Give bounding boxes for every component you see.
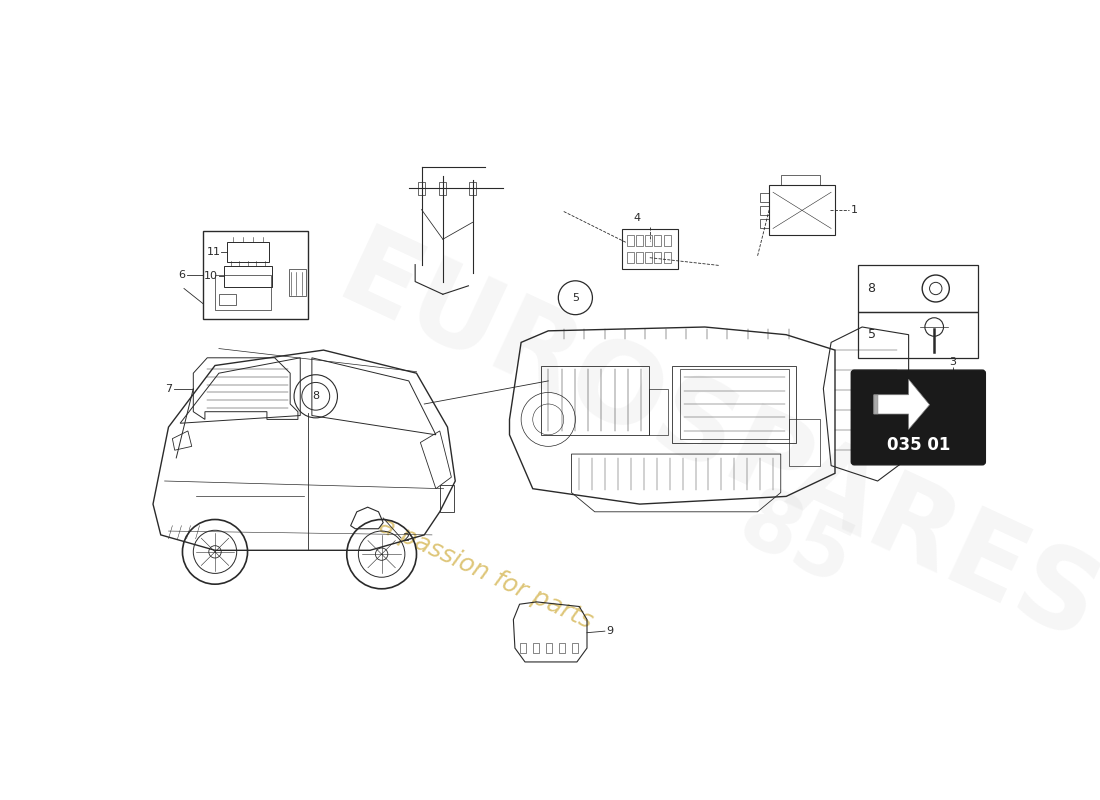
Bar: [636, 234, 642, 246]
Bar: [645, 251, 652, 263]
Bar: [654, 251, 661, 263]
Text: 4: 4: [634, 213, 641, 222]
Text: a passion for parts: a passion for parts: [375, 514, 597, 634]
Text: 9: 9: [606, 626, 614, 636]
Text: EUROSPARES: EUROSPARES: [322, 220, 1100, 666]
Bar: [418, 182, 425, 194]
Bar: [219, 294, 235, 306]
Polygon shape: [873, 394, 878, 414]
Bar: [663, 234, 671, 246]
Bar: [440, 485, 453, 512]
Bar: [439, 182, 447, 194]
Text: 5: 5: [572, 293, 579, 302]
Bar: [939, 371, 969, 393]
Bar: [789, 419, 820, 466]
Bar: [769, 185, 835, 234]
Bar: [649, 389, 669, 435]
Bar: [672, 366, 796, 442]
Bar: [519, 643, 526, 653]
Bar: [760, 193, 769, 202]
FancyBboxPatch shape: [851, 370, 986, 465]
Bar: [559, 643, 565, 653]
Bar: [572, 643, 579, 653]
Bar: [636, 251, 642, 263]
Bar: [288, 270, 306, 296]
Text: 7: 7: [165, 383, 173, 394]
Bar: [540, 366, 649, 435]
Text: 11: 11: [207, 247, 220, 258]
Polygon shape: [873, 379, 930, 430]
Text: 6: 6: [178, 270, 186, 280]
Bar: [627, 234, 634, 246]
Bar: [760, 206, 769, 215]
Bar: [627, 251, 634, 263]
Bar: [204, 230, 308, 319]
Bar: [546, 643, 552, 653]
Bar: [214, 275, 271, 310]
Bar: [621, 230, 678, 270]
Bar: [470, 182, 476, 194]
Bar: [654, 234, 661, 246]
Text: 85: 85: [727, 482, 866, 604]
Bar: [781, 175, 820, 185]
Bar: [663, 251, 671, 263]
Text: 8: 8: [312, 391, 319, 402]
Bar: [680, 370, 789, 438]
Bar: [645, 234, 652, 246]
Text: 10: 10: [205, 271, 218, 281]
Text: 035 01: 035 01: [887, 436, 950, 454]
Bar: [858, 312, 978, 358]
Text: 5: 5: [868, 328, 876, 341]
Text: 1: 1: [850, 205, 858, 215]
Bar: [224, 266, 273, 287]
Bar: [760, 219, 769, 229]
Bar: [532, 643, 539, 653]
Text: 2: 2: [403, 533, 409, 543]
Text: 3: 3: [949, 357, 956, 366]
Bar: [227, 242, 270, 262]
Bar: [858, 266, 978, 312]
Text: 8: 8: [868, 282, 876, 295]
